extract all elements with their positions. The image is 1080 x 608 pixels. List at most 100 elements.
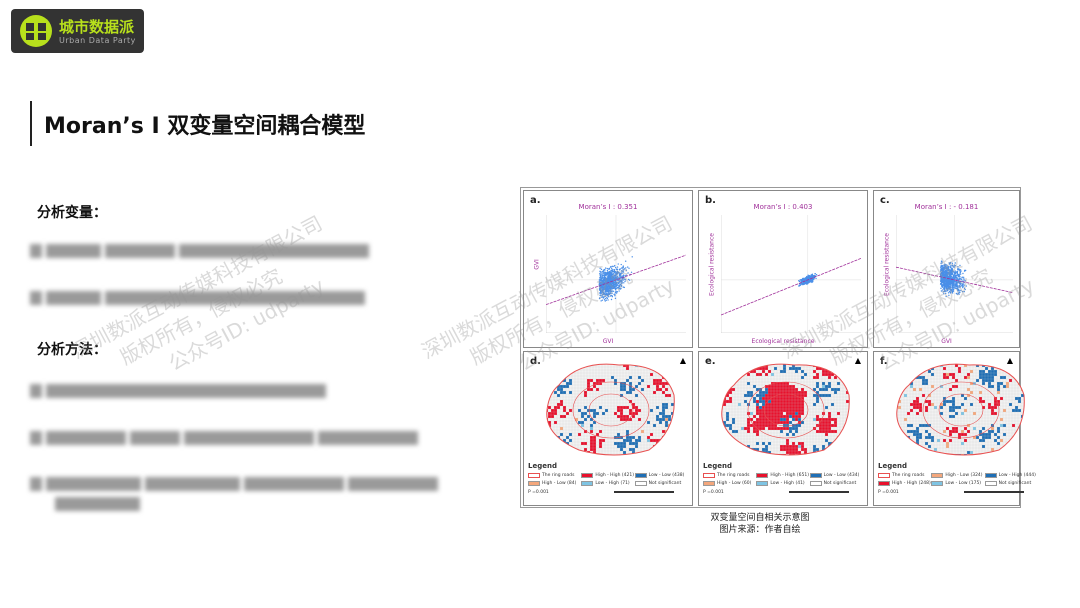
scatter-point xyxy=(953,264,956,266)
scatter-point xyxy=(961,280,963,282)
legend-item: Not significant xyxy=(809,481,863,486)
scatter-point xyxy=(608,296,610,298)
scatter-point xyxy=(940,290,943,292)
scatter-point xyxy=(626,266,629,268)
scatter-point xyxy=(948,290,951,293)
scatter-point xyxy=(807,275,810,278)
scatter-point xyxy=(815,274,818,276)
scatter-point xyxy=(964,288,966,291)
scatter-point xyxy=(616,273,618,275)
scatter-point xyxy=(609,290,611,292)
scatter-point xyxy=(611,278,614,281)
scatter-point xyxy=(953,266,955,268)
scatter-point xyxy=(607,299,609,301)
scatter-point xyxy=(939,270,942,272)
scatter-point xyxy=(940,278,942,280)
scatter-point xyxy=(963,278,965,280)
scatter-point xyxy=(951,282,953,285)
scatter-point xyxy=(943,281,945,284)
fit-line xyxy=(546,254,686,306)
scatter-point xyxy=(599,274,601,276)
scatter-point xyxy=(957,290,959,292)
scatter-point xyxy=(958,284,961,286)
scatter-point xyxy=(957,273,959,276)
scatter-point xyxy=(943,280,945,283)
scatter-point xyxy=(798,284,800,286)
scatter-point xyxy=(945,264,948,266)
scatter-point xyxy=(954,274,957,277)
scatter-point xyxy=(947,283,949,286)
scatter-point xyxy=(622,265,624,267)
scatter-point xyxy=(616,291,619,293)
legend-item: High - High (421) xyxy=(581,473,634,478)
morans-i-value: Moran’s I : - 0.181 xyxy=(914,203,979,211)
scatter-point xyxy=(623,274,625,277)
scatter-point xyxy=(608,279,610,281)
scatter-point xyxy=(951,270,953,272)
scatter-point xyxy=(943,287,946,289)
scatter-point xyxy=(941,281,943,284)
scatter-point xyxy=(950,289,953,292)
scale-bar xyxy=(964,490,1024,493)
scatter-plot xyxy=(896,215,1013,333)
scatter-point xyxy=(618,287,621,290)
scatter-point xyxy=(808,280,811,283)
scatter-point xyxy=(607,268,610,270)
scatter-point xyxy=(603,293,605,296)
scatter-point xyxy=(941,279,943,281)
scatter-point xyxy=(955,287,957,290)
scatter-point xyxy=(949,286,952,288)
scatter-point xyxy=(614,284,616,286)
scatter-point xyxy=(802,283,805,286)
scatter-point xyxy=(613,285,616,287)
scatter-point xyxy=(946,265,949,267)
scatter-point xyxy=(947,282,950,284)
scatter-point xyxy=(945,282,948,284)
scatter-point xyxy=(940,272,942,274)
y-axis-label: Ecological resistance xyxy=(708,233,716,296)
scatter-point xyxy=(602,279,604,281)
scatter-point xyxy=(600,280,603,282)
scatter-point xyxy=(624,278,626,280)
scatter-point xyxy=(616,269,618,271)
ring-road xyxy=(922,381,1000,439)
blurred-text xyxy=(30,244,369,258)
scatter-point xyxy=(616,281,618,284)
scatter-point xyxy=(944,263,946,266)
lisa-map-panel-e: e. ▲ Legend The ring roads High - High (651)… xyxy=(698,351,868,506)
panel-label: c. xyxy=(880,195,890,206)
scatter-point xyxy=(952,286,954,289)
scatter-point xyxy=(954,270,956,272)
scatter-point xyxy=(600,272,602,274)
scatter-point xyxy=(621,272,623,274)
legend-item: High - High (651) xyxy=(756,473,809,478)
morans-i-value: Moran’s I : 0.351 xyxy=(578,203,638,211)
scatter-point xyxy=(618,290,620,292)
caption-source: 图片来源：作者自绘 xyxy=(719,525,801,535)
scatter-point xyxy=(958,282,961,285)
page-title: Moran’s I 双变量空间耦合模型 xyxy=(44,114,366,139)
scatter-point xyxy=(946,280,949,283)
scatter-point xyxy=(959,275,961,278)
p-value: P =0.001 xyxy=(528,490,549,495)
scatter-point xyxy=(604,273,606,276)
scatter-point xyxy=(954,273,956,275)
ring-road xyxy=(588,393,634,427)
scatter-point xyxy=(955,292,958,295)
legend-swatch xyxy=(809,473,822,478)
blurred-text xyxy=(30,431,418,445)
scatter-point xyxy=(943,283,945,285)
scatter-point xyxy=(946,272,949,275)
scatter-point xyxy=(600,289,602,291)
scatter-point xyxy=(600,274,603,276)
scatter-point xyxy=(942,293,945,295)
scatter-point xyxy=(804,278,806,280)
scatter-point xyxy=(951,272,953,275)
scatter-point xyxy=(944,284,946,286)
scatter-point xyxy=(948,263,951,265)
scatter-point xyxy=(941,272,944,274)
p-value: P =0.001 xyxy=(703,490,724,495)
scatter-point xyxy=(959,277,961,279)
scatter-point xyxy=(950,271,952,273)
scatter-point xyxy=(607,293,610,295)
